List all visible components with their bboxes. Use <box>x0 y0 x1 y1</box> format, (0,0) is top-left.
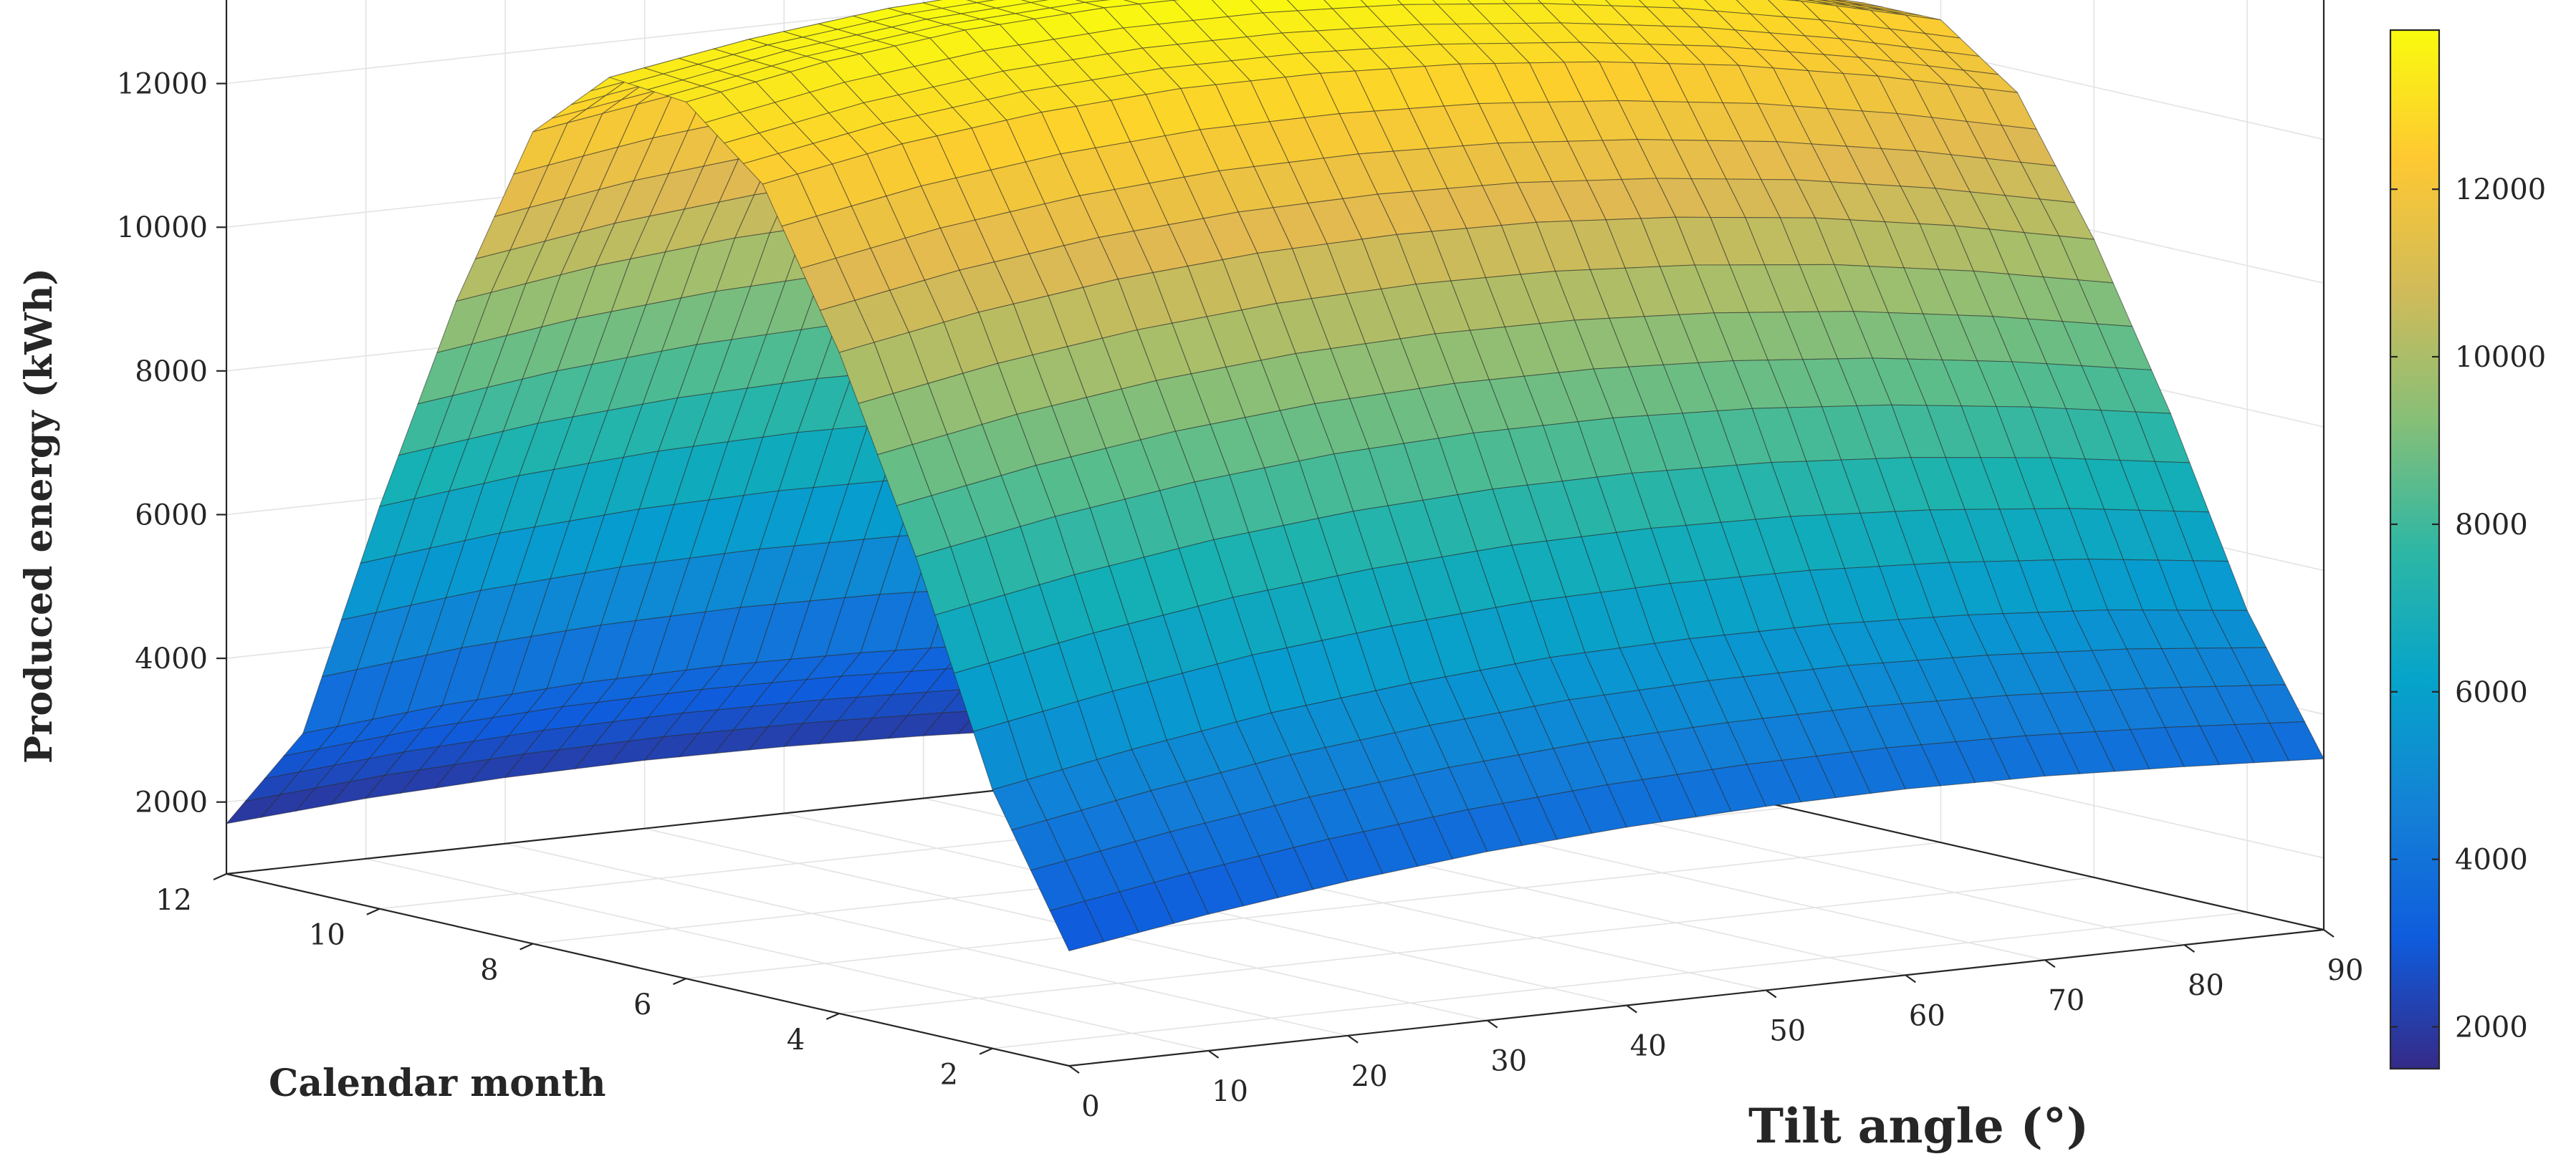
wall-gridline-z <box>226 0 1002 85</box>
z-tick-label: 10000 <box>117 211 208 244</box>
y-tick-mark <box>825 1012 840 1020</box>
colorbar: 2000 4000 6000 8000 10000 12000 <box>2389 29 2546 1070</box>
y-tick-mark <box>673 978 686 986</box>
surface-patch <box>2269 721 2324 761</box>
floor-gridline-x <box>504 842 1349 1036</box>
axes-box-front <box>226 872 2324 1067</box>
y-tick-mark <box>519 943 534 951</box>
surface-plot <box>225 0 2324 952</box>
colorbar-tick-label: 2000 <box>2455 1011 2528 1044</box>
y-tick-label: 2 <box>940 1059 958 1092</box>
x-tick-label: 30 <box>1490 1045 1527 1078</box>
colorbar-gradient <box>2389 29 2441 1070</box>
x-tick-mark <box>1905 974 1916 983</box>
x-tick-mark <box>1068 1065 1080 1074</box>
x-tick-mark <box>1207 1049 1220 1059</box>
y-tick-label: 6 <box>633 988 651 1021</box>
colorbar-tick-label: 6000 <box>2455 676 2528 709</box>
x-tick-label: 50 <box>1769 1014 1806 1047</box>
z-axis-label: Produced energy (kWh) <box>17 268 61 764</box>
y-tick-mark <box>213 872 227 881</box>
floor-gridline-y <box>992 911 2248 1049</box>
z-tick-label: 12000 <box>117 68 208 101</box>
y-tick-label: 8 <box>480 953 498 986</box>
y-tick-mark <box>979 1047 993 1055</box>
x-tick-label: 80 <box>2188 969 2224 1002</box>
y-tick-label: 4 <box>787 1024 805 1057</box>
colorbar-tick-label: 8000 <box>2455 509 2528 542</box>
z-tick-label: 8000 <box>135 355 208 388</box>
z-tick-label: 6000 <box>135 499 208 531</box>
x-tick-label: 40 <box>1630 1030 1667 1063</box>
y-tick-label: 12 <box>155 884 192 917</box>
floor-gridline-y <box>839 877 2094 1014</box>
x-tick-label: 60 <box>1909 999 1945 1032</box>
y-tick-mark <box>366 908 380 915</box>
x-tick-mark <box>1347 1034 1359 1044</box>
x-tick-label: 10 <box>1212 1075 1248 1108</box>
y-axis-label: Calendar month <box>269 1062 606 1105</box>
x-tick-mark <box>2183 944 2196 953</box>
x-tick-mark <box>2323 929 2335 938</box>
x-axis-label: Tilt angle (°) <box>1748 1098 2089 1154</box>
floor-gridline-y <box>686 842 1941 979</box>
axes-box-edge <box>1068 928 2324 1067</box>
floor-gridline-x <box>365 858 1209 1052</box>
colorbar-tick-label: 10000 <box>2455 341 2546 374</box>
z-tick-label: 4000 <box>135 643 208 675</box>
x-tick-label: 70 <box>2048 984 2084 1017</box>
x-tick-label: 20 <box>1351 1060 1388 1093</box>
x-tick-mark <box>1487 1019 1498 1029</box>
tick-labels: 2000400060008000100001200014000246810120… <box>117 68 2364 1123</box>
x-tick-label: 90 <box>2327 954 2364 987</box>
x-tick-mark <box>1766 989 1777 999</box>
x-tick-label: 0 <box>1081 1090 1099 1123</box>
x-tick-mark <box>2044 959 2056 968</box>
colorbar-tick-label: 4000 <box>2455 844 2528 877</box>
y-tick-label: 10 <box>309 919 345 952</box>
x-tick-mark <box>1626 1004 1637 1014</box>
z-tick-label: 2000 <box>135 786 208 819</box>
colorbar-tick-label: 12000 <box>2455 173 2546 206</box>
axes-box-edge <box>226 872 1070 1067</box>
